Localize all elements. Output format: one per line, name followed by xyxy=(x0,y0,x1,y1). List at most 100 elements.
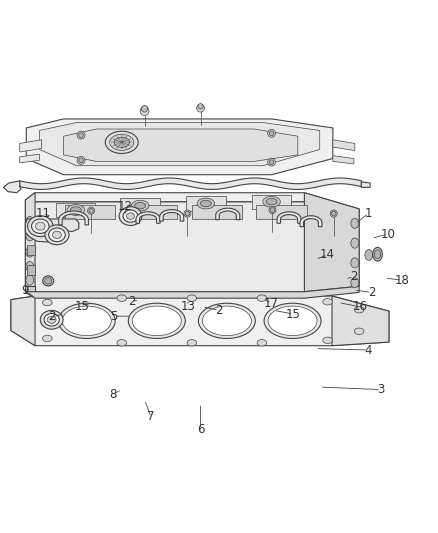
Text: 4: 4 xyxy=(364,343,372,357)
Ellipse shape xyxy=(323,298,332,305)
Polygon shape xyxy=(256,205,307,219)
Ellipse shape xyxy=(89,208,93,213)
Polygon shape xyxy=(304,193,359,292)
Ellipse shape xyxy=(332,211,336,216)
Polygon shape xyxy=(39,123,320,166)
Polygon shape xyxy=(332,296,389,346)
Ellipse shape xyxy=(67,205,85,215)
Ellipse shape xyxy=(365,249,373,261)
Text: 8: 8 xyxy=(110,388,117,401)
Ellipse shape xyxy=(330,210,337,217)
Ellipse shape xyxy=(351,258,359,268)
Ellipse shape xyxy=(187,340,197,346)
Polygon shape xyxy=(277,212,301,223)
Ellipse shape xyxy=(128,303,185,338)
Text: 2: 2 xyxy=(215,304,223,317)
Ellipse shape xyxy=(79,158,83,163)
Ellipse shape xyxy=(184,210,191,217)
Polygon shape xyxy=(27,245,35,255)
Ellipse shape xyxy=(323,337,332,344)
Text: 14: 14 xyxy=(320,248,335,262)
Text: 6: 6 xyxy=(197,423,205,436)
Ellipse shape xyxy=(268,130,276,138)
Polygon shape xyxy=(25,219,79,242)
Ellipse shape xyxy=(257,340,267,346)
Polygon shape xyxy=(136,212,160,223)
Ellipse shape xyxy=(58,303,115,338)
Text: 12: 12 xyxy=(117,199,132,213)
Ellipse shape xyxy=(198,303,255,338)
Text: 2: 2 xyxy=(48,310,56,324)
Ellipse shape xyxy=(269,160,274,165)
Polygon shape xyxy=(300,216,322,227)
Ellipse shape xyxy=(40,310,63,329)
Ellipse shape xyxy=(106,131,138,154)
Ellipse shape xyxy=(79,133,83,138)
Ellipse shape xyxy=(26,275,34,285)
Ellipse shape xyxy=(62,306,111,336)
Text: 17: 17 xyxy=(264,297,279,310)
Text: 18: 18 xyxy=(395,273,410,287)
Text: 3: 3 xyxy=(378,383,385,396)
Ellipse shape xyxy=(26,216,34,227)
Polygon shape xyxy=(159,209,184,221)
Text: 15: 15 xyxy=(75,300,90,312)
Ellipse shape xyxy=(44,313,59,326)
Ellipse shape xyxy=(28,216,53,237)
Text: 11: 11 xyxy=(35,207,50,220)
Ellipse shape xyxy=(45,278,52,284)
Polygon shape xyxy=(252,195,291,209)
Text: 15: 15 xyxy=(286,308,301,320)
Ellipse shape xyxy=(70,207,81,213)
Polygon shape xyxy=(25,201,359,292)
Polygon shape xyxy=(56,203,95,217)
Ellipse shape xyxy=(26,231,34,241)
Polygon shape xyxy=(333,156,354,164)
Polygon shape xyxy=(27,225,35,235)
Ellipse shape xyxy=(119,207,142,225)
Polygon shape xyxy=(26,119,333,175)
Ellipse shape xyxy=(187,295,197,302)
Polygon shape xyxy=(215,208,240,220)
Ellipse shape xyxy=(42,276,53,286)
Ellipse shape xyxy=(32,219,49,233)
Polygon shape xyxy=(20,178,361,189)
Text: 2: 2 xyxy=(127,295,135,308)
Ellipse shape xyxy=(257,295,267,302)
Polygon shape xyxy=(4,181,21,193)
Ellipse shape xyxy=(132,306,181,336)
Ellipse shape xyxy=(269,206,276,214)
Text: 2: 2 xyxy=(367,286,375,299)
Polygon shape xyxy=(20,140,42,152)
Ellipse shape xyxy=(123,210,138,222)
Ellipse shape xyxy=(351,238,359,248)
Text: 16: 16 xyxy=(353,300,367,313)
Polygon shape xyxy=(59,211,88,225)
Ellipse shape xyxy=(202,306,251,336)
Text: 9: 9 xyxy=(21,285,29,297)
Text: 7: 7 xyxy=(147,410,155,423)
Polygon shape xyxy=(186,196,226,211)
Ellipse shape xyxy=(127,213,134,220)
Ellipse shape xyxy=(351,219,359,228)
Ellipse shape xyxy=(26,262,34,271)
Ellipse shape xyxy=(266,198,277,205)
Polygon shape xyxy=(65,205,115,219)
Polygon shape xyxy=(333,140,355,151)
Polygon shape xyxy=(20,154,39,163)
Ellipse shape xyxy=(263,196,280,207)
Ellipse shape xyxy=(110,134,134,150)
Ellipse shape xyxy=(117,295,127,302)
Polygon shape xyxy=(25,286,35,292)
Ellipse shape xyxy=(42,299,52,306)
Ellipse shape xyxy=(197,198,215,209)
Ellipse shape xyxy=(88,207,95,214)
Ellipse shape xyxy=(131,200,149,211)
Polygon shape xyxy=(25,286,359,298)
Ellipse shape xyxy=(201,200,211,207)
Polygon shape xyxy=(120,198,160,213)
Polygon shape xyxy=(11,296,35,346)
Ellipse shape xyxy=(268,306,317,336)
Ellipse shape xyxy=(264,303,321,338)
Ellipse shape xyxy=(77,156,85,164)
